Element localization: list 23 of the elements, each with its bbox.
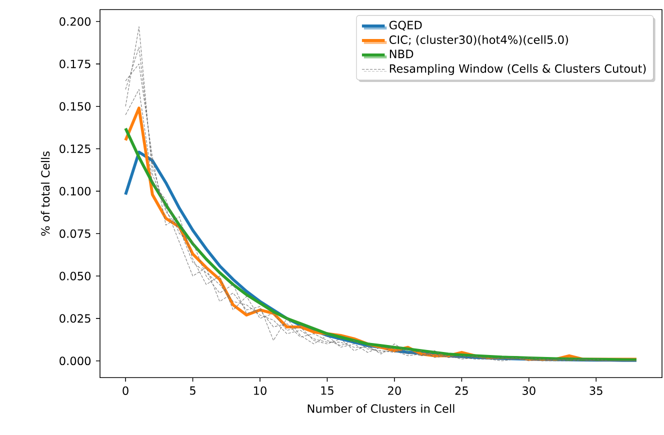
x-tick-label: 30	[522, 386, 536, 396]
x-tick-label: 0	[122, 386, 128, 396]
x-tick-label: 10	[254, 386, 266, 396]
legend-label: CIC; (cluster30)(hot4%)(cell5.0)	[389, 35, 568, 46]
x-axis-title: Number of Clusters in Cell	[308, 404, 454, 414]
y-tick-label: 0.050	[60, 272, 91, 280]
y-tick-label: 0.200	[60, 17, 91, 26]
x-tick-label: 25	[455, 386, 468, 396]
y-tick-label: 0.150	[60, 102, 91, 111]
y-tick-label: 0.125	[60, 144, 90, 154]
y-tick-label: 0.100	[60, 187, 91, 196]
x-tick-label: 20	[388, 386, 401, 396]
x-tick-label: 35	[590, 386, 602, 396]
y-tick-label: 0.075	[60, 230, 90, 238]
y-tick-label: 0.025	[60, 314, 90, 323]
legend-label: NBD	[390, 50, 414, 58]
legend-label: GQED	[389, 20, 422, 31]
y-tick-label: 0.175	[60, 60, 90, 68]
y-tick-label: 0.000	[60, 356, 91, 366]
y-axis-title: % of total Cells	[40, 152, 50, 236]
x-tick-label: 15	[321, 386, 334, 395]
legend-label: Resampling Window (Cells & Clusters Cutout)	[390, 64, 646, 76]
x-tick-label: 5	[190, 386, 196, 395]
